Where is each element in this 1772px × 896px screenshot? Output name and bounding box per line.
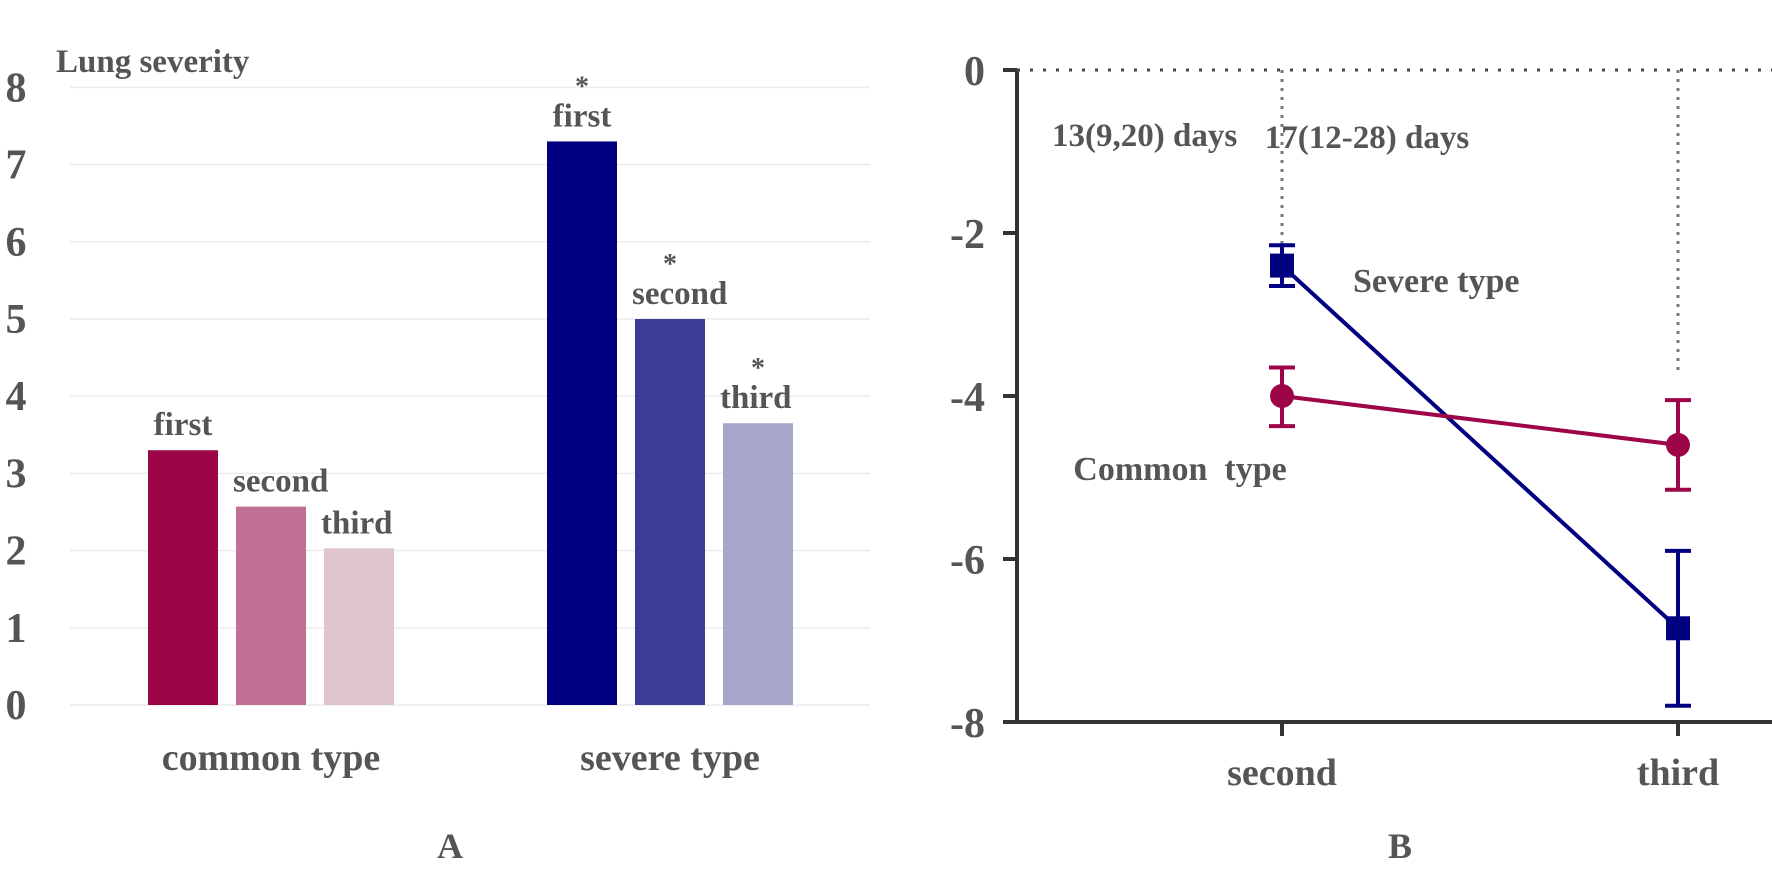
annotation-interval-2: 17(12-28) days <box>1265 120 1470 156</box>
panel-b-axes <box>1015 68 1772 724</box>
panel-b-line-chart: 0 -2 -4 -6 -8 second third 13(9,20) days 17(1… <box>950 49 1772 866</box>
panel-b-y-tick-label: -4 <box>950 375 985 421</box>
bar-label: third <box>720 380 792 416</box>
panel-b-x-tick-label: third <box>1637 752 1719 794</box>
data-point <box>1666 432 1690 457</box>
series-label-severe: Severe type <box>1353 263 1519 300</box>
panel-a-y-axis-label: Lung severity <box>56 44 250 80</box>
series-label-common: Common type <box>1073 451 1286 488</box>
panel-a-y-tick-label: 3 <box>6 451 27 497</box>
series-line <box>1280 264 1680 630</box>
significance-mark: * <box>663 249 677 280</box>
significance-mark: * <box>575 71 589 102</box>
panel-a-y-tick-label: 5 <box>6 297 27 343</box>
bar-label: second <box>632 276 727 312</box>
panel-b-y-tick-label: -8 <box>950 701 985 747</box>
panel-a-bar-chart: 0 1 2 3 4 5 6 7 8 Lung severity first second third… <box>6 44 870 866</box>
panel-b-label: B <box>1388 826 1412 866</box>
data-point <box>1666 616 1690 641</box>
data-point <box>1270 384 1294 408</box>
data-point <box>1270 253 1294 278</box>
panel-a-y-tick-label: 2 <box>6 529 27 575</box>
bar-severe-type-third <box>723 423 793 705</box>
panel-a-y-tick-label: 8 <box>6 65 27 111</box>
panel-b-x-tick-label: second <box>1227 752 1337 794</box>
panel-b-series <box>1269 243 1691 708</box>
bar-common-type-first <box>148 450 218 705</box>
bar-label: third <box>321 505 393 541</box>
panel-a-y-ticks: 0 1 2 3 4 5 6 7 8 <box>6 65 27 729</box>
panel-b-y-tick-label: 0 <box>964 49 985 95</box>
panel-a-label: A <box>437 826 463 866</box>
series-line <box>1281 394 1679 447</box>
panel-a-y-tick-label: 1 <box>6 606 27 652</box>
bar-severe-type-first <box>547 141 617 705</box>
category-label: common type <box>162 737 380 779</box>
panel-b-y-ticks: 0 -2 -4 -6 -8 <box>950 49 1017 747</box>
panel-a-y-tick-label: 6 <box>6 220 27 266</box>
panel-a-y-tick-label: 7 <box>6 143 27 189</box>
panel-b-y-tick-label: -6 <box>950 538 985 584</box>
bar-common-type-second <box>236 506 306 705</box>
category-label: severe type <box>580 737 760 779</box>
panel-a-y-tick-label: 0 <box>6 683 27 729</box>
significance-mark: * <box>751 353 765 384</box>
bar-label: first <box>553 98 612 134</box>
bar-label: second <box>233 464 328 500</box>
annotation-interval-1: 13(9,20) days <box>1052 118 1237 154</box>
panel-b-y-tick-label: -2 <box>950 212 985 258</box>
panel-a-y-tick-label: 4 <box>6 374 27 420</box>
panel-a-category-labels: common type severe type <box>162 737 760 779</box>
panel-b-x-ticks: second third <box>1227 722 1719 794</box>
bar-common-type-third <box>324 548 394 705</box>
bar-severe-type-second <box>635 319 705 705</box>
bar-label: first <box>154 407 213 443</box>
